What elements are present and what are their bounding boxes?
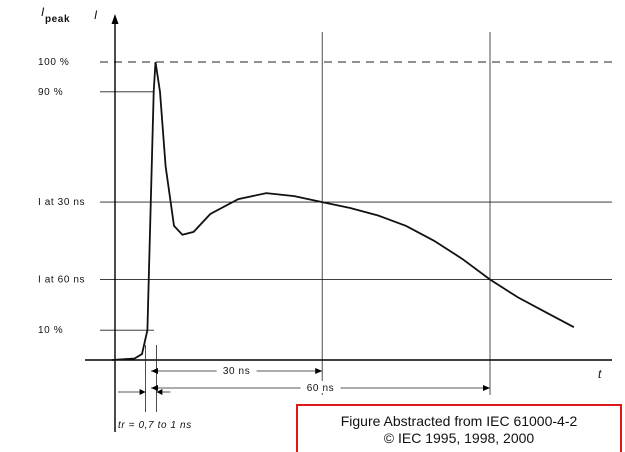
duration-label-1: 60 ns (307, 383, 334, 394)
rise-arrowhead-right-icon (156, 389, 163, 395)
duration-label-bg-0 (216, 364, 257, 376)
notice-source: Figure Abstracted from IEC 61000-4-2 (340, 413, 578, 429)
duration-label-bg-1 (300, 381, 341, 393)
y-axis-arrow-icon (111, 14, 119, 24)
y-axis-marker: I (94, 8, 98, 22)
y-axis-title-main: I (41, 5, 45, 19)
level-label-0: 100 % (38, 57, 69, 68)
duration-label-0: 30 ns (223, 366, 250, 377)
level-label-3: I at 60 ns (38, 275, 85, 286)
labels: Ipeak I t 100 % 90 % I at 30 ns I at 60 ns 1… (38, 5, 602, 431)
series-current-waveform (111, 61, 575, 361)
waveform (111, 61, 575, 361)
time-markers (118, 345, 490, 412)
rise-arrowhead-left-icon (139, 389, 146, 395)
duration-arrowhead-end-icon-0 (315, 368, 323, 374)
rise-time-label: tr = 0,7 to 1 ns (118, 420, 192, 431)
x-axis-marker: t (598, 367, 602, 381)
reference-lines (100, 32, 612, 395)
y-axis-title-sub: peak (45, 14, 70, 25)
duration-arrowhead-end-icon-1 (483, 385, 490, 391)
duration-arrowhead-start-icon-0 (151, 368, 158, 374)
level-label-4: 10 % (38, 325, 63, 336)
y-axis-title: Ipeak (41, 5, 70, 25)
level-label-2: I at 30 ns (38, 197, 85, 208)
copyright-notice: Figure Abstracted from IEC 61000-4-2 © I… (296, 404, 622, 452)
level-label-1: 90 % (38, 87, 63, 98)
duration-arrowhead-start-icon-1 (151, 385, 158, 391)
notice-copyright: © IEC 1995, 1998, 2000 (383, 430, 535, 446)
axes (85, 14, 612, 432)
